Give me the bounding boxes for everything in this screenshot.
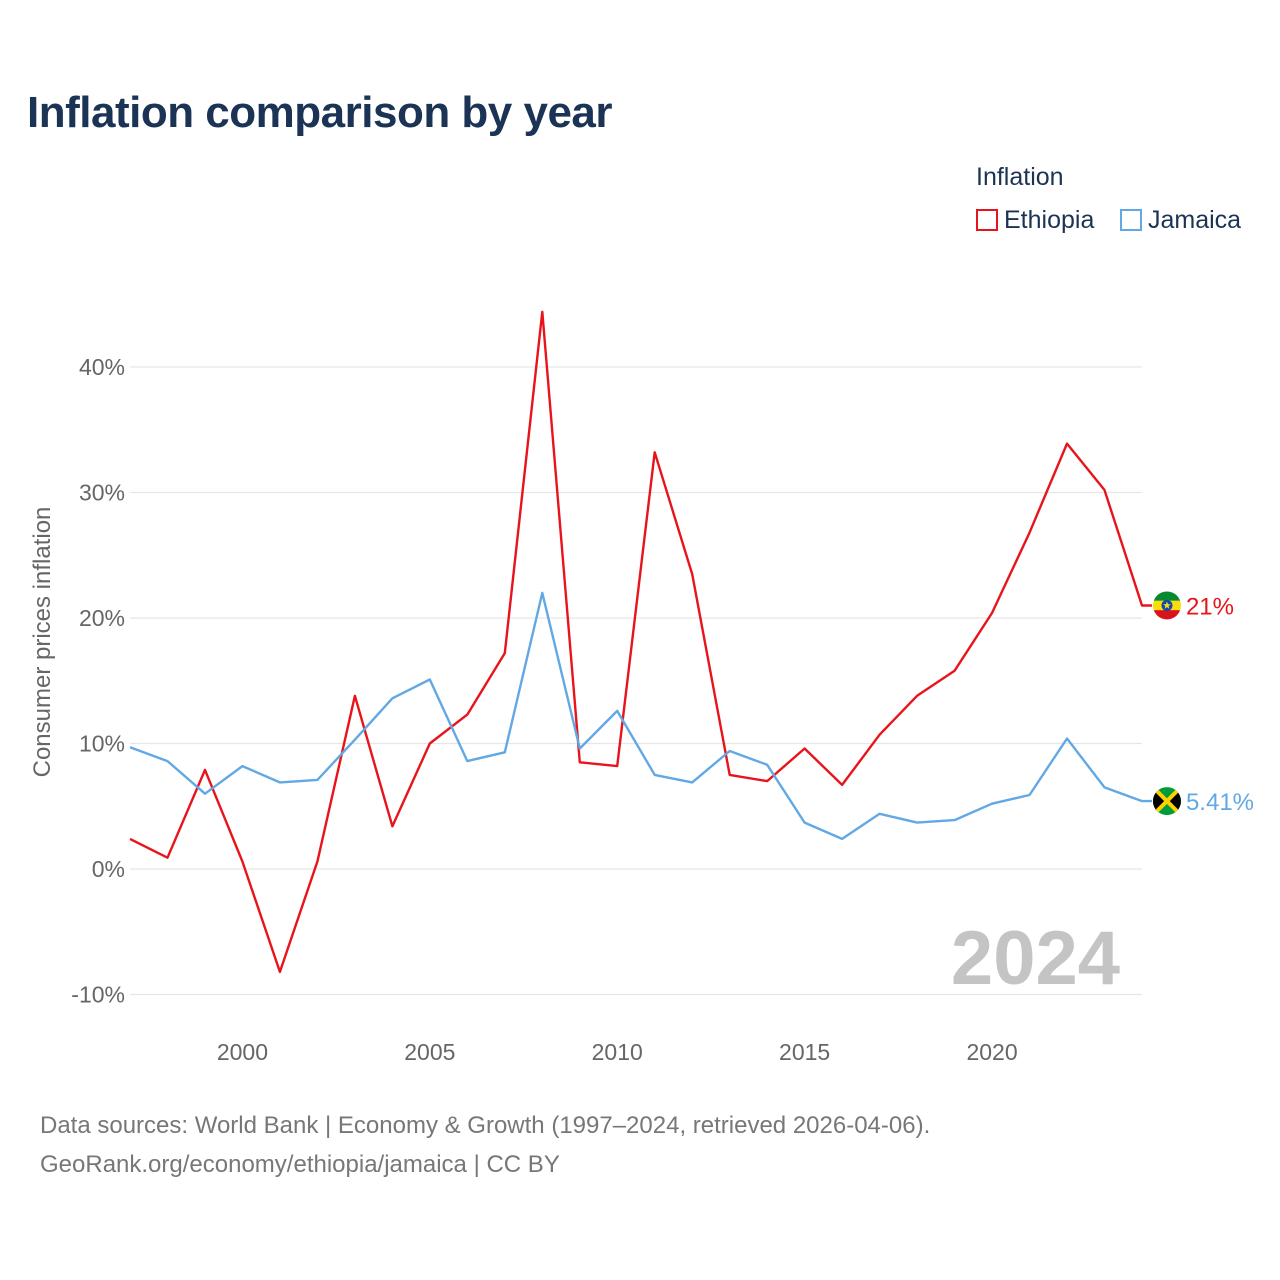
x-tick-label: 2005 — [404, 1039, 455, 1065]
year-watermark: 2024 — [951, 916, 1120, 1001]
x-tick-label: 2015 — [779, 1039, 830, 1065]
end-markers: 21% 5.41% — [1152, 591, 1254, 816]
x-tick-label: 2000 — [217, 1039, 268, 1065]
chart-title: Inflation comparison by year — [27, 88, 613, 137]
series-line-jamaica — [129, 591, 1152, 841]
y-axis-label: Consumer prices inflation — [29, 507, 56, 778]
x-axis-ticks: 2000 2005 2010 2015 2020 — [217, 1039, 1018, 1065]
x-tick-label: 2020 — [966, 1039, 1017, 1065]
ethiopia-end-label: 21% — [1186, 593, 1234, 620]
y-tick-label: -10% — [71, 982, 125, 1008]
series-line-ethiopia — [129, 310, 1152, 974]
y-tick-label: 40% — [79, 354, 125, 380]
legend-item-jamaica[interactable]: Jamaica — [1120, 205, 1241, 235]
data-source-note: Data sources: World Bank | Economy & Gro… — [40, 1106, 930, 1184]
y-tick-label: 10% — [79, 731, 125, 757]
legend-title: Inflation — [976, 163, 1064, 191]
legend-swatch-ethiopia — [976, 209, 998, 231]
y-axis-ticks: -10% 0% 10% 20% 30% 40% — [71, 354, 125, 1008]
source-line-2[interactable]: GeoRank.org/economy/ethiopia/jamaica | C… — [40, 1151, 560, 1178]
x-tick-label: 2010 — [592, 1039, 643, 1065]
y-tick-label: 30% — [79, 480, 125, 506]
ethiopia-flag-icon — [1152, 591, 1181, 620]
y-tick-label: 20% — [79, 605, 125, 631]
grid-lines — [130, 366, 1142, 996]
legend-label-ethiopia: Ethiopia — [1004, 205, 1095, 234]
legend-label-jamaica: Jamaica — [1148, 205, 1242, 234]
y-tick-label: 0% — [92, 856, 125, 882]
jamaica-flag-icon — [1152, 787, 1181, 816]
legend-item-ethiopia[interactable]: Ethiopia — [976, 205, 1094, 235]
jamaica-end-label: 5.41% — [1186, 789, 1254, 816]
source-line-1: Data sources: World Bank | Economy & Gro… — [40, 1112, 931, 1139]
legend-swatch-jamaica — [1120, 209, 1142, 231]
series-lines — [129, 310, 1152, 974]
